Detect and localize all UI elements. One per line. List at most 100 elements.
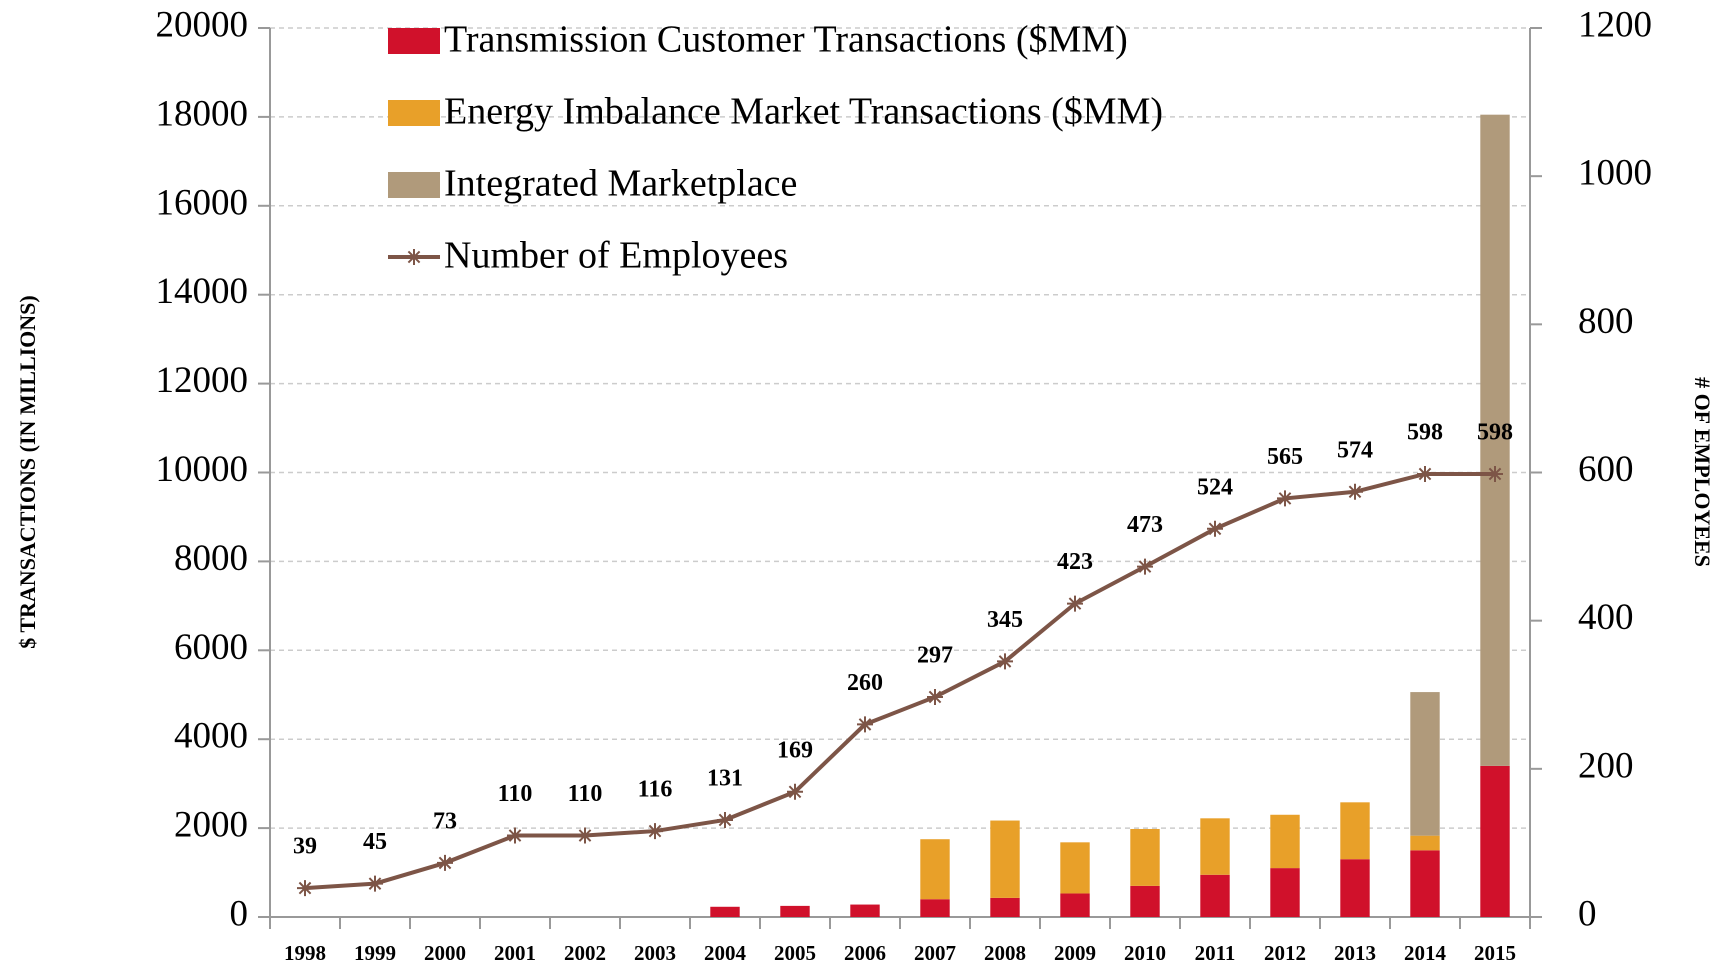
y2-tick-label: 600 bbox=[1578, 449, 1634, 490]
x-tick-label: 2000 bbox=[424, 941, 466, 965]
data-label: 524 bbox=[1197, 474, 1233, 500]
data-label: 131 bbox=[707, 765, 743, 791]
y2-tick-label: 200 bbox=[1578, 745, 1634, 786]
bar bbox=[1340, 859, 1370, 917]
line-marker bbox=[437, 854, 453, 871]
x-tick-label: 2012 bbox=[1264, 941, 1306, 965]
data-label: 73 bbox=[433, 808, 457, 834]
legend-label: Transmission Customer Transactions ($MM) bbox=[444, 19, 1128, 61]
y-tick-label: 14000 bbox=[156, 271, 249, 312]
y-tick-label: 4000 bbox=[174, 716, 248, 757]
legend-swatch bbox=[388, 100, 440, 126]
bar bbox=[1130, 885, 1160, 917]
line-marker bbox=[1417, 465, 1433, 482]
x-tick-label: 2006 bbox=[844, 941, 886, 965]
bar bbox=[1480, 765, 1510, 917]
bar bbox=[920, 839, 950, 900]
y-tick-label: 20000 bbox=[156, 4, 249, 45]
line-marker bbox=[717, 811, 733, 828]
x-tick-label: 2003 bbox=[634, 941, 676, 965]
x-tick-label: 1998 bbox=[284, 941, 326, 965]
data-label: 45 bbox=[363, 829, 387, 855]
line-marker bbox=[647, 823, 663, 840]
bar bbox=[1340, 802, 1370, 860]
line-marker bbox=[997, 653, 1013, 670]
x-tick-label: 2014 bbox=[1404, 941, 1447, 965]
bar bbox=[1270, 814, 1300, 869]
line-marker bbox=[577, 827, 593, 844]
data-label: 565 bbox=[1267, 444, 1303, 470]
bar bbox=[780, 905, 810, 917]
legend-marker bbox=[406, 249, 422, 265]
data-label: 574 bbox=[1337, 437, 1373, 463]
line-marker bbox=[927, 688, 943, 705]
bar bbox=[1410, 692, 1440, 836]
line-marker bbox=[787, 783, 803, 800]
y2-tick-label: 0 bbox=[1578, 893, 1597, 934]
line-marker bbox=[297, 880, 313, 897]
y-tick-label: 6000 bbox=[174, 627, 248, 668]
bar bbox=[1200, 874, 1230, 917]
data-label: 598 bbox=[1477, 419, 1513, 445]
y-tick-label: 16000 bbox=[156, 182, 249, 223]
legend-label: Energy Imbalance Market Transactions ($M… bbox=[444, 91, 1163, 133]
y-tick-label: 8000 bbox=[174, 538, 248, 579]
x-tick-label: 1999 bbox=[354, 941, 396, 965]
bar bbox=[1130, 828, 1160, 886]
bar bbox=[1410, 835, 1440, 851]
y-tick-label: 0 bbox=[230, 893, 249, 934]
bar bbox=[1480, 114, 1510, 766]
data-label: 110 bbox=[498, 781, 533, 807]
x-tick-label: 2010 bbox=[1124, 941, 1166, 965]
bar bbox=[990, 897, 1020, 917]
bar bbox=[1270, 868, 1300, 917]
bar bbox=[1060, 842, 1090, 894]
line-marker bbox=[1207, 520, 1223, 537]
y-tick-label: 10000 bbox=[156, 449, 249, 490]
line-marker bbox=[507, 827, 523, 844]
data-label: 110 bbox=[568, 781, 603, 807]
x-tick-label: 2004 bbox=[704, 941, 747, 965]
y2-tick-label: 1200 bbox=[1578, 4, 1652, 45]
y-tick-label: 12000 bbox=[156, 360, 249, 401]
data-label: 260 bbox=[847, 670, 883, 696]
x-tick-label: 2002 bbox=[564, 941, 606, 965]
y2-tick-label: 400 bbox=[1578, 597, 1634, 638]
y2-tick-label: 800 bbox=[1578, 301, 1634, 342]
line-marker bbox=[1347, 483, 1363, 500]
line-marker bbox=[1137, 558, 1153, 575]
x-tick-label: 2005 bbox=[774, 941, 816, 965]
bar bbox=[990, 820, 1020, 898]
bar bbox=[710, 906, 740, 917]
legend-swatch bbox=[388, 172, 440, 198]
data-label: 473 bbox=[1127, 512, 1163, 538]
y2-tick-label: 1000 bbox=[1578, 153, 1652, 194]
data-label: 169 bbox=[777, 737, 813, 763]
bar bbox=[850, 904, 880, 917]
x-tick-label: 2011 bbox=[1195, 941, 1236, 965]
line bbox=[304, 471, 1495, 891]
x-tick-label: 2001 bbox=[494, 941, 536, 965]
bar bbox=[1060, 893, 1090, 917]
legend-label: Number of Employees bbox=[444, 235, 788, 277]
bar bbox=[1410, 850, 1440, 917]
bar bbox=[920, 899, 950, 917]
legend-swatch bbox=[388, 28, 440, 54]
line-marker bbox=[1487, 465, 1503, 482]
bar bbox=[1200, 818, 1230, 875]
y-axis-title: $ TRANSACTIONS (IN MILLIONS) bbox=[15, 295, 40, 649]
line-marker bbox=[857, 716, 873, 733]
line-marker bbox=[1277, 490, 1293, 507]
x-tick-label: 2008 bbox=[984, 941, 1026, 965]
data-label: 345 bbox=[987, 607, 1023, 633]
data-label: 598 bbox=[1407, 419, 1443, 445]
legend-label: Integrated Marketplace bbox=[444, 163, 797, 205]
line-marker bbox=[1067, 595, 1083, 612]
data-label: 423 bbox=[1057, 549, 1093, 575]
line-marker bbox=[367, 875, 383, 892]
x-tick-label: 2007 bbox=[914, 941, 956, 965]
y2-axis-title: # OF EMPLOYEES bbox=[1690, 377, 1715, 567]
x-tick-label: 2009 bbox=[1054, 941, 1096, 965]
data-label: 297 bbox=[917, 642, 953, 668]
